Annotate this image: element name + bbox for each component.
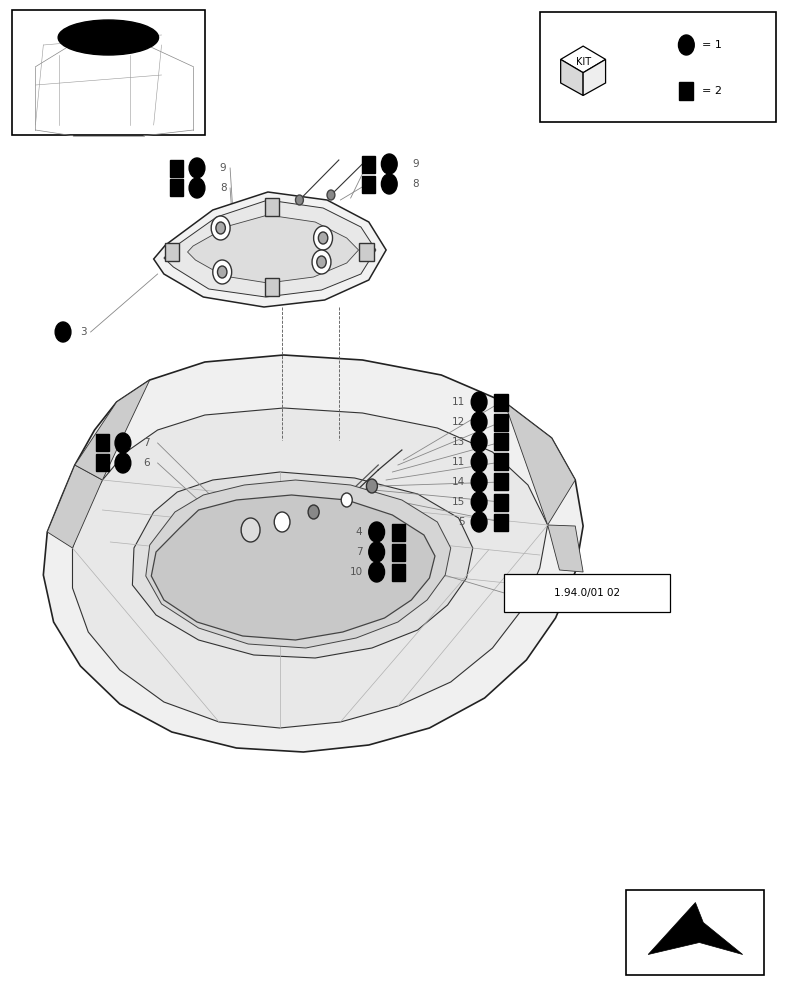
Polygon shape xyxy=(154,192,386,307)
Polygon shape xyxy=(72,408,548,728)
Polygon shape xyxy=(43,355,583,752)
Polygon shape xyxy=(561,59,583,95)
Polygon shape xyxy=(151,495,435,640)
Circle shape xyxy=(211,216,230,240)
Polygon shape xyxy=(648,902,742,954)
Polygon shape xyxy=(164,200,376,297)
Bar xyxy=(495,393,507,410)
Circle shape xyxy=(471,492,487,512)
Circle shape xyxy=(296,195,303,205)
Text: 14: 14 xyxy=(452,477,465,487)
Bar xyxy=(362,155,375,172)
Text: = 2: = 2 xyxy=(702,86,722,96)
Text: 8: 8 xyxy=(412,179,418,189)
Polygon shape xyxy=(583,59,605,95)
Bar xyxy=(626,890,764,975)
Bar xyxy=(495,433,507,450)
Bar xyxy=(265,278,279,296)
Circle shape xyxy=(216,222,225,234)
Circle shape xyxy=(369,522,385,542)
Text: 7: 7 xyxy=(143,438,150,448)
Text: 11: 11 xyxy=(452,457,465,467)
Bar xyxy=(359,243,374,261)
Bar xyxy=(679,82,693,100)
Bar xyxy=(96,454,110,471)
Bar xyxy=(495,494,507,510)
Bar xyxy=(540,12,776,122)
Text: 13: 13 xyxy=(452,437,465,447)
Bar xyxy=(169,179,183,196)
Bar xyxy=(392,544,405,560)
Bar xyxy=(12,10,205,135)
Bar xyxy=(165,243,179,261)
Circle shape xyxy=(471,472,487,492)
Circle shape xyxy=(213,260,232,284)
Circle shape xyxy=(317,256,326,268)
Bar xyxy=(265,198,279,216)
Circle shape xyxy=(241,518,260,542)
Circle shape xyxy=(314,226,333,250)
Circle shape xyxy=(471,392,487,412)
Bar xyxy=(96,434,110,451)
Circle shape xyxy=(471,452,487,472)
Polygon shape xyxy=(504,402,575,525)
Text: 15: 15 xyxy=(452,497,465,507)
Circle shape xyxy=(341,493,352,507)
Polygon shape xyxy=(132,472,473,658)
Ellipse shape xyxy=(58,20,158,55)
Polygon shape xyxy=(47,465,102,548)
Text: 6: 6 xyxy=(143,458,150,468)
Circle shape xyxy=(318,232,328,244)
Circle shape xyxy=(217,266,227,278)
Polygon shape xyxy=(75,380,150,480)
Text: 9: 9 xyxy=(412,159,418,169)
Circle shape xyxy=(308,505,319,519)
Text: 8: 8 xyxy=(220,183,226,193)
Polygon shape xyxy=(146,480,451,648)
Text: 11: 11 xyxy=(452,397,465,407)
Circle shape xyxy=(369,542,385,562)
Text: 9: 9 xyxy=(220,163,226,173)
Text: KIT: KIT xyxy=(575,57,591,67)
Polygon shape xyxy=(188,215,359,283)
Bar xyxy=(504,574,670,612)
Bar xyxy=(362,176,375,192)
Circle shape xyxy=(327,190,335,200)
Bar xyxy=(169,159,183,176)
Bar xyxy=(495,414,507,430)
Bar xyxy=(495,473,507,490)
Circle shape xyxy=(55,322,71,342)
Text: 12: 12 xyxy=(452,417,465,427)
Text: 4: 4 xyxy=(356,527,362,537)
Circle shape xyxy=(274,512,290,532)
Text: = 1: = 1 xyxy=(702,40,722,50)
Circle shape xyxy=(189,178,205,198)
Circle shape xyxy=(678,35,694,55)
Polygon shape xyxy=(548,525,583,572)
Bar xyxy=(495,514,507,530)
Circle shape xyxy=(189,158,205,178)
Circle shape xyxy=(115,433,131,453)
Circle shape xyxy=(471,432,487,452)
Circle shape xyxy=(312,250,331,274)
Text: 1.94.0/01 02: 1.94.0/01 02 xyxy=(554,588,620,598)
Circle shape xyxy=(471,512,487,532)
Circle shape xyxy=(471,412,487,432)
Circle shape xyxy=(381,174,397,194)
Text: 3: 3 xyxy=(80,327,87,337)
Bar xyxy=(392,524,405,540)
Text: 10: 10 xyxy=(349,567,362,577)
Text: 5: 5 xyxy=(459,517,465,527)
Bar xyxy=(392,564,405,580)
Circle shape xyxy=(115,453,131,473)
Circle shape xyxy=(369,562,385,582)
Circle shape xyxy=(381,154,397,174)
Circle shape xyxy=(366,479,377,493)
Text: 7: 7 xyxy=(356,547,362,557)
Bar xyxy=(495,453,507,470)
Polygon shape xyxy=(561,46,605,73)
